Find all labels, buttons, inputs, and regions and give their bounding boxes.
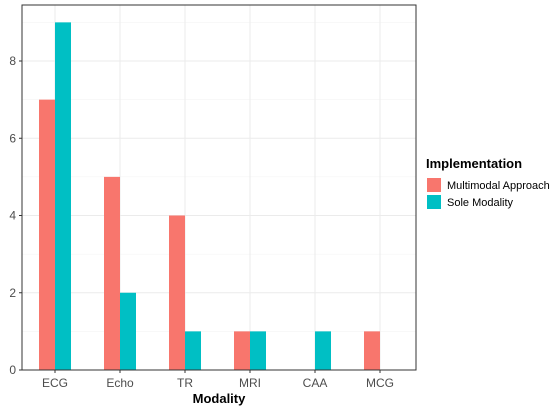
bar-multimodal-approach-tr	[169, 215, 185, 370]
legend-key-multimodal-approach	[427, 178, 441, 192]
legend-label: Multimodal Approach	[447, 180, 550, 192]
y-tick-label: 8	[9, 54, 16, 68]
y-tick-label: 2	[9, 286, 16, 300]
bars	[39, 22, 380, 371]
grid	[22, 5, 416, 371]
bar-sole-modality-ecg	[55, 22, 71, 371]
y-tick-label: 6	[9, 131, 16, 145]
legend-label: Sole Modality	[447, 197, 514, 209]
bar-sole-modality-tr	[185, 331, 201, 370]
bar-multimodal-approach-echo	[104, 176, 120, 370]
legend-title: Implementation	[426, 156, 522, 171]
bar-multimodal-approach-mri	[234, 331, 250, 370]
bar-multimodal-approach-mcg	[364, 331, 380, 370]
x-tick-label: MCG	[366, 376, 394, 390]
x-axis-title: Modality	[193, 391, 246, 406]
bar-sole-modality-echo	[120, 292, 136, 370]
bar-sole-modality-caa	[315, 331, 331, 370]
x-tick-label: TR	[177, 376, 193, 390]
y-tick-label: 4	[9, 209, 16, 223]
legend: Implementation Multimodal Approach Sole M…	[426, 156, 550, 209]
plot-panel-border	[21, 4, 417, 371]
x-tick-label: ECG	[42, 376, 68, 390]
bar-sole-modality-mri	[250, 331, 266, 370]
x-tick-label: MRI	[239, 376, 261, 390]
bar-multimodal-approach-ecg	[39, 99, 55, 370]
x-tick-label: CAA	[303, 376, 328, 390]
axes: 0 2 4 6 8 ECG Echo TR MRI CAA MCG	[9, 54, 394, 390]
y-tick-label: 0	[9, 363, 16, 377]
legend-key-sole-modality	[427, 195, 441, 209]
x-tick-label: Echo	[106, 376, 134, 390]
